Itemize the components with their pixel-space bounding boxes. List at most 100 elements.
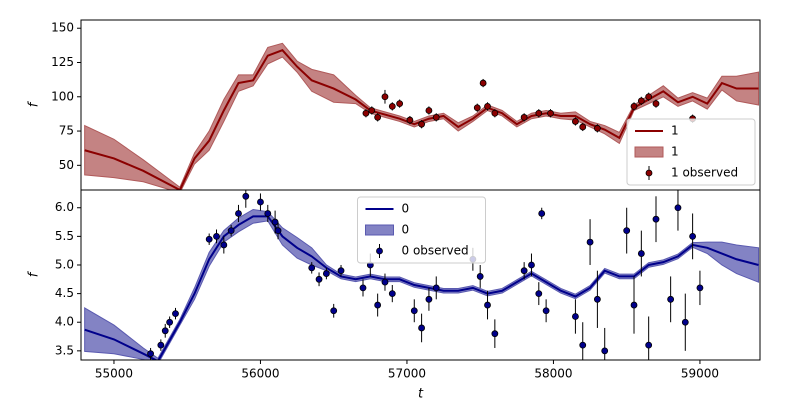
legend-label: 0: [402, 202, 410, 216]
observed-point: [586, 238, 594, 246]
legend-label: 1: [671, 145, 679, 159]
observed-point: [235, 210, 242, 217]
observed-point: [220, 241, 228, 249]
legend-swatch: [365, 224, 394, 236]
observed-point: [418, 120, 425, 128]
observed-point: [542, 307, 550, 315]
observed-point: [406, 116, 414, 124]
observed-point: [528, 261, 535, 269]
observed-point: [572, 313, 579, 320]
plot-area: [84, 42, 760, 190]
observed-point: [652, 100, 660, 108]
observed-point: [637, 250, 645, 257]
observed-point: [593, 295, 601, 303]
y-tick-label: 75: [59, 124, 74, 138]
plot-frame: [80, 189, 761, 361]
legend-label: 1: [671, 124, 679, 138]
x-tick-label: 57000: [388, 367, 426, 381]
y-tick-label: 6.0: [55, 200, 74, 214]
observed-point: [388, 102, 396, 110]
observed-point: [381, 278, 389, 286]
observed-point: [538, 210, 546, 217]
observed-point: [308, 264, 316, 272]
x-tick-label: 58000: [534, 367, 572, 381]
observed-point: [520, 113, 528, 121]
observed-point: [630, 102, 638, 110]
observed-point: [172, 310, 179, 318]
legend-label: 0: [402, 223, 410, 237]
observed-point: [484, 301, 491, 309]
y-tick-label: 100: [51, 89, 74, 103]
observed-point: [689, 232, 697, 240]
observed-point: [147, 350, 154, 358]
observed-point: [432, 113, 440, 121]
y-axis-label: f: [27, 270, 42, 277]
legend-box: [626, 118, 756, 186]
observed-point: [479, 79, 487, 87]
observed-point: [520, 267, 528, 275]
x-tick-label: 56000: [241, 367, 279, 381]
observed-point: [432, 284, 440, 292]
observed-point: [491, 330, 499, 338]
legend-label: 1 observed: [671, 166, 738, 180]
observed-point: [410, 307, 418, 315]
observed-point: [368, 107, 376, 114]
observed-point: [242, 192, 250, 200]
legend-swatch: [376, 247, 383, 255]
observed-point: [667, 295, 675, 303]
observed-point: [696, 284, 704, 292]
observed-point: [535, 290, 543, 298]
confidence-band: [84, 208, 760, 360]
observed-point: [645, 93, 653, 101]
observed-point: [166, 318, 174, 326]
x-tick-label: 55000: [95, 367, 133, 381]
observed-point: [491, 109, 499, 117]
observed-point: [374, 301, 382, 309]
observed-point: [362, 109, 370, 117]
observed-point: [645, 341, 653, 349]
observed-point: [652, 215, 660, 223]
observed-point: [322, 270, 330, 277]
observed-point: [227, 227, 235, 235]
observed-point: [476, 273, 484, 280]
observed-point: [161, 327, 169, 335]
observed-point: [396, 100, 404, 108]
x-axis-label: t: [418, 387, 424, 400]
observed-point: [547, 109, 554, 117]
observed-point: [381, 93, 389, 101]
y-tick-label: 5.0: [55, 257, 74, 271]
observed-point: [484, 102, 491, 110]
x-tick-label: 59000: [681, 367, 719, 381]
observed-point: [315, 275, 323, 283]
y-tick-label: 125: [51, 55, 74, 69]
observed-point: [257, 198, 264, 206]
legend-box: [357, 196, 486, 264]
observed-point: [330, 307, 338, 315]
observed-point: [623, 227, 631, 235]
observed-point: [157, 341, 165, 349]
observed-point: [425, 107, 433, 114]
observed-point: [681, 318, 689, 326]
y-tick-label: 150: [51, 21, 74, 35]
observed-point: [601, 347, 609, 355]
plot-area: [84, 190, 760, 360]
observed-point: [337, 267, 345, 275]
y-tick-label: 4.0: [55, 315, 74, 329]
observed-point: [374, 113, 382, 121]
y-tick-label: 3.5: [55, 343, 74, 357]
observed-point: [674, 204, 682, 212]
observed-point: [388, 290, 396, 298]
legend-swatch: [645, 169, 653, 177]
observed-point: [637, 97, 645, 105]
observed-point: [425, 295, 433, 303]
observed-point: [579, 123, 587, 131]
y-tick-label: 50: [59, 158, 74, 172]
observed-point: [535, 109, 543, 117]
observed-point: [593, 124, 601, 132]
observed-point: [579, 341, 587, 349]
observed-point: [271, 218, 279, 226]
observed-point: [473, 104, 481, 112]
y-axis-label: f: [27, 100, 42, 107]
y-tick-label: 5.5: [55, 229, 74, 243]
